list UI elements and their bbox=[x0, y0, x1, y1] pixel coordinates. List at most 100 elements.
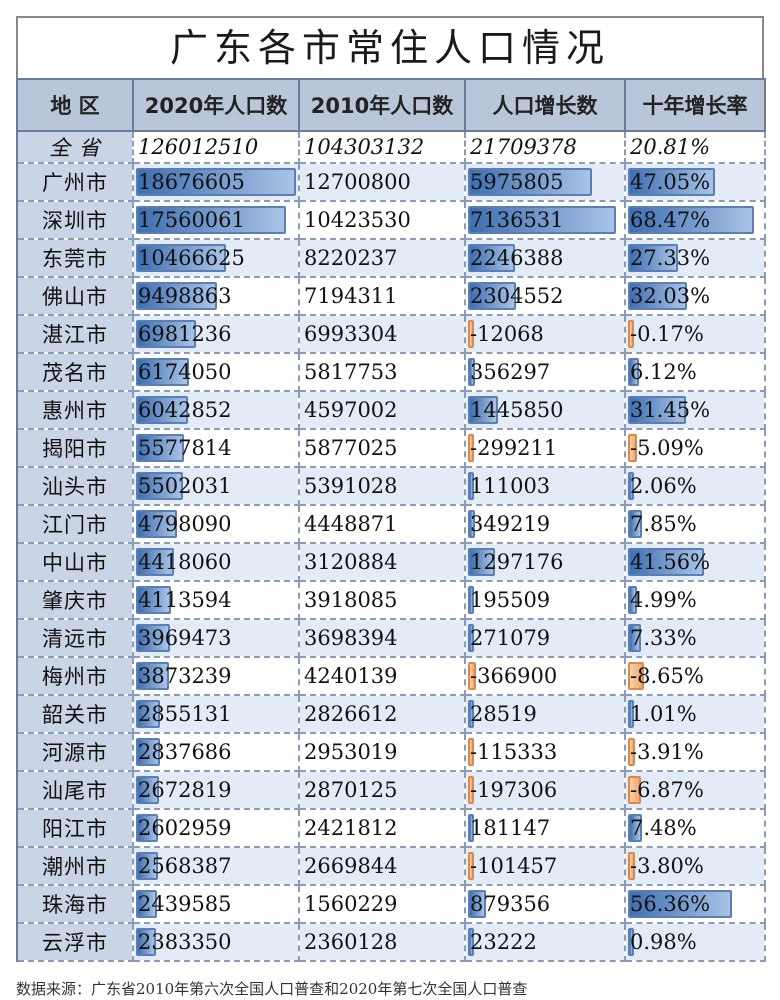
rate-cell: -3.91% bbox=[624, 733, 766, 772]
growth-bar bbox=[468, 510, 475, 538]
table-row: 深圳市 17560061 10423530 7136531 68.47% bbox=[16, 201, 766, 240]
city-name-text: 惠州市 bbox=[42, 399, 108, 423]
growth-cell-text: 879356 bbox=[470, 892, 551, 916]
header-pop-2020: 2020年人口数 bbox=[132, 78, 300, 132]
table-row: 揭阳市 5577814 5877025 -299211 -5.09% bbox=[16, 429, 766, 468]
rate-cell: -3.80% bbox=[624, 847, 766, 886]
pop-2010-cell: 5877025 bbox=[298, 429, 466, 468]
rate-cell-text: -6.87% bbox=[630, 778, 704, 802]
pop-2010-cell-text: 5817753 bbox=[304, 360, 398, 384]
growth-cell: 111003 bbox=[464, 467, 626, 506]
rate-cell-text: 32.03% bbox=[630, 284, 711, 308]
growth-cell: 7136531 bbox=[464, 201, 626, 240]
rate-bar bbox=[628, 358, 639, 386]
growth-cell: 195509 bbox=[464, 581, 626, 620]
rate-cell-text: 47.05% bbox=[630, 170, 711, 194]
table-row: 潮州市 2568387 2669844 -101457 -3.80% bbox=[16, 847, 766, 886]
pop-2020-cell: 6042852 bbox=[132, 391, 300, 430]
rate-bar bbox=[628, 282, 687, 310]
table-row: 江门市 4798090 4448871 349219 7.85% bbox=[16, 505, 766, 544]
rate-cell: 32.03% bbox=[624, 277, 766, 316]
rate-cell: 47.05% bbox=[624, 163, 766, 202]
rate-cell-text: -5.09% bbox=[630, 436, 704, 460]
city-name: 汕头市 bbox=[16, 467, 134, 506]
pop-2020-cell: 18676605 bbox=[132, 163, 300, 202]
growth-cell-text: 111003 bbox=[470, 474, 551, 498]
growth-bar bbox=[468, 206, 616, 234]
table-row: 云浮市 2383350 2360128 23222 0.98% bbox=[16, 923, 766, 962]
pop-2010-cell: 3698394 bbox=[298, 619, 466, 658]
table-row: 汕尾市 2672819 2870125 -197306 -6.87% bbox=[16, 771, 766, 810]
pop-2020-cell-text: 6981236 bbox=[138, 322, 232, 346]
pop-2020-bar bbox=[136, 282, 217, 310]
rate-bar bbox=[628, 434, 637, 462]
growth-cell: 23222 bbox=[464, 923, 626, 962]
city-name-text: 云浮市 bbox=[42, 931, 108, 955]
growth-cell: 356297 bbox=[464, 353, 626, 392]
growth-cell: -115333 bbox=[464, 733, 626, 772]
rate-bar bbox=[628, 396, 686, 424]
growth-cell-text: 356297 bbox=[470, 360, 551, 384]
growth-cell-text: -12068 bbox=[470, 322, 544, 346]
pop-2020-cell-text: 3873239 bbox=[138, 664, 232, 688]
pop-2020-bar bbox=[136, 776, 159, 804]
rate-cell-text: 68.47% bbox=[630, 208, 711, 232]
growth-cell: -12068 bbox=[464, 315, 626, 354]
table-row: 茂名市 6174050 5817753 356297 6.12% bbox=[16, 353, 766, 392]
pop-2010-cell-text: 2826612 bbox=[304, 702, 398, 726]
page-title: 广东各市常住人口情况 bbox=[16, 16, 764, 78]
pop-2010-cell: 5391028 bbox=[298, 467, 466, 506]
city-name: 阳江市 bbox=[16, 809, 134, 848]
city-name-text: 清远市 bbox=[42, 627, 108, 651]
rate-cell: 4.99% bbox=[624, 581, 766, 620]
growth-cell-text: 195509 bbox=[470, 588, 551, 612]
pop-2010-cell: 4597002 bbox=[298, 391, 466, 430]
growth-cell-text: 2304552 bbox=[470, 284, 564, 308]
table-row: 惠州市 6042852 4597002 1445850 31.45% bbox=[16, 391, 766, 430]
pop-2010-cell-text: 7194311 bbox=[304, 284, 398, 308]
pop-2010-cell: 1560229 bbox=[298, 885, 466, 924]
city-name-text: 江门市 bbox=[42, 513, 108, 537]
growth-cell-text: -197306 bbox=[470, 778, 558, 802]
pop-2020-bar bbox=[136, 472, 183, 500]
rate-cell-text: 7.48% bbox=[630, 816, 697, 840]
growth-cell: 271079 bbox=[464, 619, 626, 658]
rate-bar bbox=[628, 852, 635, 880]
rate-cell-text: 6.12% bbox=[630, 360, 697, 384]
table-row: 湛江市 6981236 6993304 -12068 -0.17% bbox=[16, 315, 766, 354]
city-name-text: 韶关市 bbox=[42, 703, 108, 727]
pop-2010-cell: 8220237 bbox=[298, 239, 466, 278]
pop-2020-cell: 2568387 bbox=[132, 847, 300, 886]
table-row: 河源市 2837686 2953019 -115333 -3.91% bbox=[16, 733, 766, 772]
rate-cell-text: 7.33% bbox=[630, 626, 697, 650]
growth-cell-text: -101457 bbox=[470, 854, 558, 878]
header-row: 地 区 2020年人口数 2010年人口数 人口增长数 十年增长率 bbox=[16, 78, 766, 132]
pop-2020-bar bbox=[136, 168, 296, 196]
city-name-text: 汕头市 bbox=[42, 475, 108, 499]
pop-2010-cell-text: 3918085 bbox=[304, 588, 398, 612]
pop-2020-bar bbox=[136, 244, 226, 272]
table-row: 阳江市 2602959 2421812 181147 7.48% bbox=[16, 809, 766, 848]
rate-bar bbox=[628, 548, 704, 576]
pop-2020-cell: 4418060 bbox=[132, 543, 300, 582]
pop-2010-cell-text: 2953019 bbox=[304, 740, 398, 764]
growth-cell: 349219 bbox=[464, 505, 626, 544]
growth-bar bbox=[468, 890, 486, 918]
table-row: 中山市 4418060 3120884 1297176 41.56% bbox=[16, 543, 766, 582]
pop-2020-cell-text: 5502031 bbox=[138, 474, 232, 498]
city-name-text: 揭阳市 bbox=[42, 437, 108, 461]
table-row: 佛山市 9498863 7194311 2304552 32.03% bbox=[16, 277, 766, 316]
growth-cell: 2304552 bbox=[464, 277, 626, 316]
table-row: 清远市 3969473 3698394 271079 7.33% bbox=[16, 619, 766, 658]
table-row: 肇庆市 4113594 3918085 195509 4.99% bbox=[16, 581, 766, 620]
rate-bar bbox=[628, 472, 634, 500]
growth-cell: -197306 bbox=[464, 771, 626, 810]
growth-cell-text: 28519 bbox=[470, 702, 537, 726]
pop-2020-cell: 3873239 bbox=[132, 657, 300, 696]
city-name: 韶关市 bbox=[16, 695, 134, 734]
rate-bar bbox=[628, 890, 732, 918]
rate-bar bbox=[628, 662, 644, 690]
city-name: 佛山市 bbox=[16, 277, 134, 316]
growth-bar bbox=[468, 472, 474, 500]
pop-2020-bar bbox=[136, 510, 177, 538]
